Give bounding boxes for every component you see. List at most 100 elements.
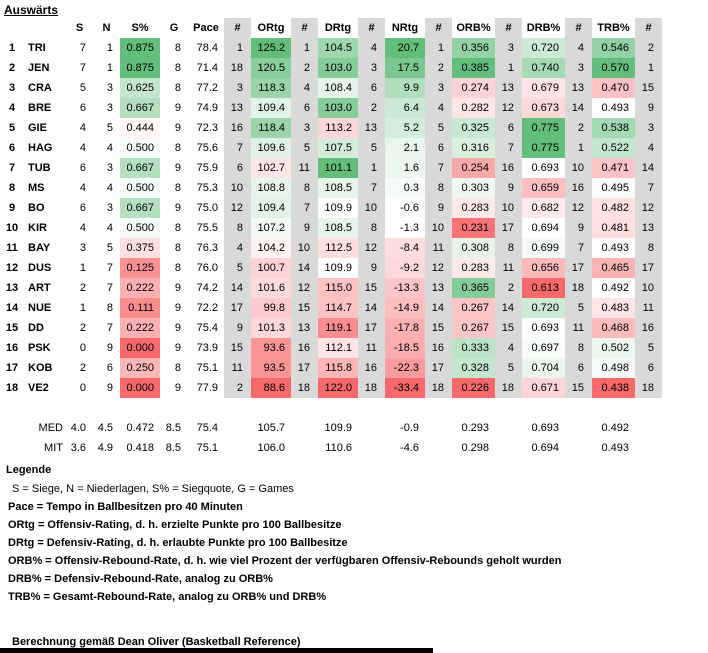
cell-trbpct-rank[interactable]: 11 [635, 298, 662, 318]
cell-drtg[interactable]: 109.9 [318, 198, 358, 218]
summary-cell-ortg-rank[interactable] [291, 438, 318, 458]
cell-row-number[interactable]: 11 [6, 242, 18, 254]
cell-trbpct-rank[interactable]: 18 [635, 378, 662, 398]
cell-orbpct[interactable]: 0.325 [452, 118, 495, 138]
cell-wins[interactable]: 1 [79, 302, 86, 314]
cell-trbpct-rank[interactable]: 6 [635, 358, 662, 378]
cell-row-number[interactable]: 18 [5, 382, 19, 394]
cell-pace-rank[interactable]: 4 [224, 238, 251, 258]
cell-losses[interactable]: 3 [106, 82, 113, 94]
cell-drtg[interactable]: 109.9 [318, 258, 358, 278]
cell-games[interactable]: 8 [174, 82, 181, 94]
cell-trbpct-rank[interactable]: 15 [635, 78, 662, 98]
cell-losses[interactable]: 1 [106, 42, 113, 54]
cell-pace-rank[interactable]: 7 [224, 138, 251, 158]
cell-drbpct[interactable]: 0.694 [522, 218, 565, 238]
cell-drbpct[interactable]: 0.671 [522, 378, 565, 398]
cell-pace[interactable]: 74.9 [196, 102, 218, 114]
cell-orbpct-rank[interactable]: 15 [495, 318, 522, 338]
summary-cell-pace-rank[interactable] [224, 418, 251, 438]
cell-nrtg[interactable]: 20.7 [385, 38, 425, 58]
cell-nrtg-rank[interactable]: 13 [425, 278, 452, 298]
cell-drbpct-rank[interactable]: 12 [565, 198, 592, 218]
cell-pace[interactable]: 78.4 [196, 42, 218, 54]
cell-drtg[interactable]: 119.1 [318, 318, 358, 338]
cell-nrtg[interactable]: -14.9 [385, 298, 425, 318]
cell-losses[interactable]: 7 [106, 322, 113, 334]
cell-orbpct[interactable]: 0.282 [452, 98, 495, 118]
summary-cell-ortg-rank[interactable] [291, 418, 318, 438]
cell-ortg-rank[interactable]: 18 [291, 378, 318, 398]
cell-orbpct[interactable]: 0.283 [452, 198, 495, 218]
cell-row-number[interactable]: 12 [5, 262, 19, 274]
cell-drtg[interactable]: 115.0 [318, 278, 358, 298]
cell-row-number[interactable]: 14 [5, 302, 19, 314]
summary-cell-losses[interactable]: 4.5 [97, 422, 113, 434]
cell-drtg[interactable]: 122.0 [318, 378, 358, 398]
cell-drtg-rank[interactable]: 10 [358, 198, 385, 218]
cell-trbpct-rank[interactable]: 16 [635, 318, 662, 338]
cell-ortg-rank[interactable]: 6 [291, 98, 318, 118]
cell-games[interactable]: 9 [174, 322, 181, 334]
cell-team[interactable]: DUS [28, 262, 52, 274]
cell-nrtg-rank[interactable]: 12 [425, 258, 452, 278]
cell-wins[interactable]: 4 [79, 222, 86, 234]
cell-trbpct-rank[interactable]: 17 [635, 258, 662, 278]
cell-nrtg-rank[interactable]: 18 [425, 378, 452, 398]
cell-pace-rank[interactable]: 6 [224, 158, 251, 178]
cell-row-number[interactable]: 16 [5, 342, 19, 354]
cell-trbpct-rank[interactable]: 4 [635, 138, 662, 158]
cell-orbpct[interactable]: 0.328 [452, 358, 495, 378]
cell-drtg[interactable]: 113.2 [318, 118, 358, 138]
cell-games[interactable]: 8 [174, 242, 181, 254]
cell-drtg-rank[interactable]: 12 [358, 238, 385, 258]
cell-orbpct-rank[interactable]: 11 [495, 258, 522, 278]
cell-trbpct-rank[interactable]: 14 [635, 158, 662, 178]
cell-trbpct-rank[interactable]: 13 [635, 218, 662, 238]
cell-drbpct-rank[interactable]: 6 [565, 358, 592, 378]
cell-drbpct-rank[interactable]: 8 [565, 338, 592, 358]
cell-ortg[interactable]: 102.7 [251, 158, 291, 178]
cell-wins[interactable]: 2 [79, 282, 86, 294]
cell-losses[interactable]: 3 [106, 102, 113, 114]
cell-row-number[interactable]: 17 [5, 362, 19, 374]
summary-cell-trbpct-rank[interactable] [635, 418, 662, 438]
cell-nrtg[interactable]: -33.4 [385, 378, 425, 398]
cell-orbpct[interactable]: 0.254 [452, 158, 495, 178]
cell-drbpct-rank[interactable]: 17 [565, 258, 592, 278]
cell-orbpct[interactable]: 0.283 [452, 258, 495, 278]
cell-team[interactable]: HAG [28, 142, 53, 154]
summary-cell-wins[interactable]: 3.6 [70, 442, 86, 454]
cell-pace[interactable]: 75.1 [196, 362, 218, 374]
cell-ortg[interactable]: 93.6 [251, 338, 291, 358]
cell-row-number[interactable]: 13 [5, 282, 19, 294]
cell-ortg-rank[interactable]: 9 [291, 218, 318, 238]
header-pace[interactable]: Pace [193, 22, 219, 34]
summary-cell-win-pct[interactable]: 0.472 [126, 422, 154, 434]
cell-orbpct[interactable]: 0.267 [452, 318, 495, 338]
cell-orbpct-rank[interactable]: 5 [495, 358, 522, 378]
cell-drbpct-rank[interactable]: 13 [565, 78, 592, 98]
cell-orbpct[interactable]: 0.333 [452, 338, 495, 358]
cell-orbpct-rank[interactable]: 12 [495, 98, 522, 118]
cell-nrtg-rank[interactable]: 9 [425, 198, 452, 218]
cell-pace[interactable]: 75.6 [196, 142, 218, 154]
cell-nrtg-rank[interactable]: 4 [425, 98, 452, 118]
cell-wins[interactable]: 1 [79, 262, 86, 274]
cell-trbpct[interactable]: 0.546 [592, 38, 635, 58]
cell-wins[interactable]: 6 [79, 102, 86, 114]
cell-nrtg[interactable]: -8.4 [385, 238, 425, 258]
cell-drtg-rank[interactable]: 15 [358, 278, 385, 298]
cell-win-pct[interactable]: 0.667 [120, 198, 160, 218]
cell-ortg-rank[interactable]: 14 [291, 258, 318, 278]
cell-orbpct[interactable]: 0.226 [452, 378, 495, 398]
cell-losses[interactable]: 7 [106, 282, 113, 294]
cell-ortg-rank[interactable]: 3 [291, 118, 318, 138]
cell-nrtg-rank[interactable]: 14 [425, 298, 452, 318]
cell-ortg[interactable]: 88.6 [251, 378, 291, 398]
cell-pace[interactable]: 75.9 [196, 162, 218, 174]
cell-drbpct-rank[interactable]: 5 [565, 298, 592, 318]
cell-trbpct-rank[interactable]: 5 [635, 338, 662, 358]
cell-wins[interactable]: 2 [79, 322, 86, 334]
cell-drtg[interactable]: 107.5 [318, 138, 358, 158]
